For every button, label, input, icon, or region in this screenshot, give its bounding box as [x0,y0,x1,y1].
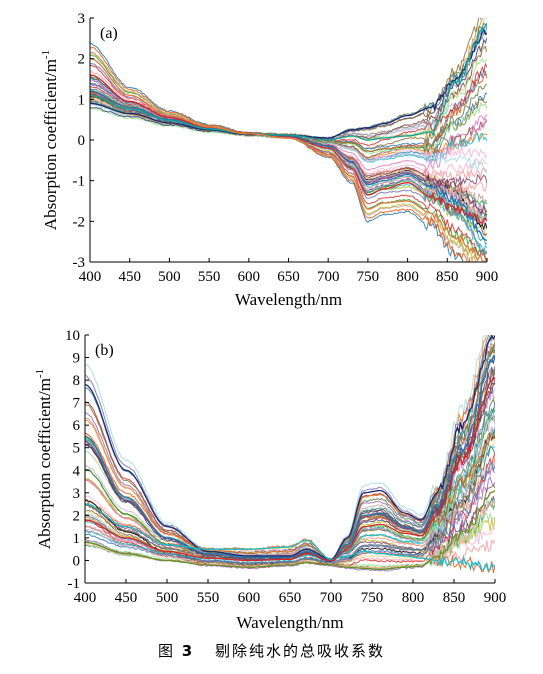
y-tick-label: 1 [73,531,81,547]
y-tick-label: -2 [73,214,86,230]
x-tick-label: 600 [238,590,261,606]
spectrum-line [85,525,495,567]
series-line-4 [90,58,487,262]
series-line-4 [85,376,495,562]
series-line-3 [90,22,487,141]
x-tick-label: 700 [320,590,343,606]
y-tick-label: 2 [73,508,81,524]
x-tick-label: 700 [317,269,340,285]
y-tick-label: 2 [78,52,86,68]
y-tick-label: 7 [73,396,81,412]
spectrum-line [90,42,487,142]
y-axis-label: Absorption coefficient/m-1 [40,50,60,230]
y-tick-label: 6 [73,418,81,434]
spectrum-line [90,51,476,262]
x-tick-label: 900 [476,269,499,285]
x-tick-label: 500 [158,269,181,285]
x-tick-label: 550 [197,590,220,606]
spectrum-line [90,51,477,262]
spectrum-line [85,463,495,561]
series-line-0 [90,74,487,224]
spectrum-line [90,45,487,141]
y-axis-label: Absorption coefficient/m-1 [34,369,54,549]
x-tick-label: 600 [238,269,261,285]
spectrum-line [85,462,495,564]
series-line-0 [85,335,495,560]
figure-caption: 图 3 剔除纯水的总吸收系数 [0,640,543,661]
x-axis-label: Wavelength/nm [236,613,343,632]
x-tick-label: 800 [402,590,425,606]
series-line-1 [85,354,495,562]
caption-number: 3 [181,642,195,660]
y-tick-label: -3 [73,255,86,271]
y-tick-label: 8 [73,373,81,389]
y-tick-label: 10 [65,328,80,344]
x-tick-label: 750 [357,269,380,285]
y-tick-label: 1 [78,92,86,108]
x-tick-label: 650 [277,269,300,285]
series-lines [90,18,487,262]
x-tick-label: 750 [361,590,384,606]
x-tick-label: 850 [436,269,459,285]
x-tick-label: 550 [198,269,221,285]
x-tick-label: 400 [74,590,97,606]
x-axis-label: Wavelength/nm [235,290,342,309]
series-lines [85,335,495,574]
chart-panel-b: 400 450 500 550 600 650 700 750 800 850 900 -1 0 1 2 3 4… [34,328,507,632]
panel-label: (a) [100,25,118,42]
y-tick-label: 3 [78,11,86,27]
x-tick-label: 450 [118,269,141,285]
caption-label: 图 [157,642,175,660]
series-line-2 [85,503,495,572]
x-tick-label: 450 [115,590,138,606]
y-tick-label: 0 [73,553,81,569]
caption-text: 剔除纯水的总吸收系数 [215,642,386,660]
y-tick-label: 9 [73,351,81,367]
y-tick-label: -1 [73,174,86,190]
x-tick-label: 650 [279,590,302,606]
y-tick-label: 3 [73,486,81,502]
y-tick-label: -1 [68,576,81,592]
x-tick-label: 400 [79,269,102,285]
y-tick-label: 4 [73,463,81,479]
spectrum-line [90,64,487,262]
x-tick-label: 500 [156,590,179,606]
spectrum-line [85,432,495,561]
y-tick-label: 0 [78,133,86,149]
series-line-3 [85,490,495,571]
x-tick-label: 850 [443,590,466,606]
spectrum-line [85,425,495,567]
figure: 400 450 500 550 600 650 700 750 800 850 900-3-2-10… [34,11,507,632]
x-tick-label: 800 [396,269,419,285]
series-line-1 [90,90,487,242]
chart-panel-a: 400 450 500 550 600 650 700 750 800 850 900 -3 -2 -1 0… [40,11,499,309]
x-tick-label: 900 [484,590,507,606]
spectrum-line [90,46,471,262]
spectrum-line [90,42,467,262]
y-tick-label: 5 [73,441,81,457]
panel-label: (b) [95,342,114,359]
